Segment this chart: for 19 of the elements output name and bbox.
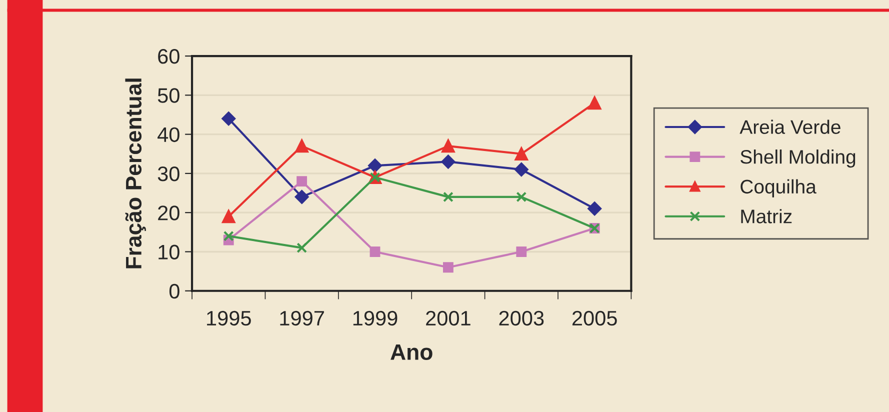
- y-tick-label: 20: [158, 206, 180, 220]
- y-tick-label: 10: [158, 244, 180, 260]
- y-tick-label: 30: [158, 166, 180, 182]
- y-tick-label: 0: [169, 284, 180, 299]
- legend-label: Matriz: [741, 209, 792, 224]
- x-tick-label: 2005: [572, 310, 617, 326]
- x-tick-label: 2003: [499, 310, 544, 326]
- x-tick-label: 1995: [207, 310, 251, 326]
- legend-label: Coquilha: [740, 179, 816, 198]
- legend-label: Shell Molding: [740, 149, 856, 168]
- y-axis-title: Fração Percentual: [125, 78, 146, 268]
- legend-label: Areia Verde: [740, 120, 840, 134]
- y-tick-label: 40: [158, 127, 180, 142]
- x-axis-title: Ano: [390, 344, 432, 360]
- x-tick-label: 1999: [353, 310, 398, 326]
- x-tick-label: 2001: [426, 310, 470, 326]
- x-tick-label: 1997: [280, 310, 324, 326]
- y-tick-label: 50: [158, 88, 180, 103]
- y-tick-label: 60: [158, 49, 180, 64]
